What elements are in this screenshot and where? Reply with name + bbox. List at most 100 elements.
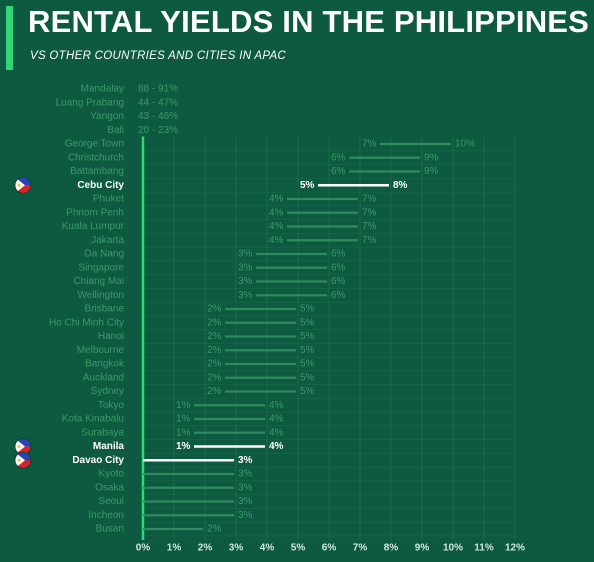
range-high-label: 9% xyxy=(424,152,439,163)
city-label: Seoul xyxy=(98,496,124,507)
range-high-label: 4% xyxy=(269,400,284,411)
range-high-label: 3% xyxy=(238,469,253,480)
city-label: Kota Kinabalu xyxy=(62,414,124,425)
city-label: Tokyo xyxy=(98,400,125,411)
off-scale-value-label: 20 - 23% xyxy=(138,125,178,136)
x-tick-label: 8% xyxy=(384,543,399,554)
range-high-label: 5% xyxy=(300,386,315,397)
range-low-label: 2% xyxy=(207,331,222,342)
philippines-flag-icon xyxy=(14,176,32,194)
range-low-label: 2% xyxy=(207,372,222,383)
range-low-label: 2% xyxy=(207,386,222,397)
page-title: RENTAL YIELDS IN THE PHILIPPINES xyxy=(28,4,590,39)
range-high-label: 2% xyxy=(207,524,222,535)
x-tick-label: 11% xyxy=(474,543,494,554)
range-high-label: 7% xyxy=(362,235,377,246)
city-label: Luang Prabang xyxy=(56,97,124,108)
range-low-label: 2% xyxy=(207,317,222,328)
page-subtitle: VS OTHER COUNTRIES AND CITIES IN APAC xyxy=(30,50,287,62)
city-label: Davao City xyxy=(72,455,124,466)
range-high-label: 5% xyxy=(300,304,315,315)
x-tick-label: 3% xyxy=(229,543,244,554)
x-tick-label: 7% xyxy=(353,543,368,554)
range-high-label: 3% xyxy=(238,482,253,493)
range-low-label: 4% xyxy=(269,194,284,205)
range-low-label: 3% xyxy=(238,262,253,273)
city-label: Kuala Lumpur xyxy=(62,221,125,232)
city-label: Wellington xyxy=(77,290,124,301)
x-tick-label: 0% xyxy=(136,543,151,554)
city-label: Battambang xyxy=(70,166,124,177)
range-low-label: 1% xyxy=(176,441,191,452)
range-low-label: 2% xyxy=(207,345,222,356)
x-tick-label: 9% xyxy=(415,543,430,554)
city-label: Osaka xyxy=(95,482,124,493)
x-tick-label: 2% xyxy=(198,543,213,554)
city-label: Sydney xyxy=(91,386,124,397)
range-high-label: 7% xyxy=(362,221,377,232)
city-label: Bangkok xyxy=(85,359,125,370)
city-label: Ho Chi Minh City xyxy=(49,317,124,328)
city-label: Phnom Penh xyxy=(66,207,124,218)
off-scale-value-label: 44 - 47% xyxy=(138,97,178,108)
range-high-label: 6% xyxy=(331,249,346,260)
city-label: Manila xyxy=(93,441,125,452)
range-high-label: 3% xyxy=(238,455,253,466)
city-label: Auckland xyxy=(83,372,124,383)
range-low-label: 3% xyxy=(238,249,253,260)
range-low-label: 3% xyxy=(238,290,253,301)
range-low-label: 4% xyxy=(269,221,284,232)
off-scale-value-label: 88 - 91% xyxy=(138,84,178,95)
x-tick-label: 5% xyxy=(291,543,306,554)
range-low-label: 5% xyxy=(300,180,315,191)
city-label: Phuket xyxy=(93,194,124,205)
range-low-label: 3% xyxy=(238,276,253,287)
city-label: Brisbane xyxy=(85,304,125,315)
range-high-label: 7% xyxy=(362,194,377,205)
city-label: Incheon xyxy=(88,510,124,521)
range-high-label: 6% xyxy=(331,290,346,301)
range-high-label: 6% xyxy=(331,262,346,273)
city-label: Chiang Mai xyxy=(73,276,124,287)
range-high-label: 10% xyxy=(455,139,475,150)
range-low-label: 7% xyxy=(362,139,377,150)
range-high-label: 3% xyxy=(238,496,253,507)
city-label: Kyoto xyxy=(98,469,124,480)
range-high-label: 4% xyxy=(269,441,284,452)
city-label: Hanoi xyxy=(98,331,124,342)
range-high-label: 5% xyxy=(300,317,315,328)
range-high-label: 3% xyxy=(238,510,253,521)
x-tick-label: 12% xyxy=(505,543,525,554)
range-low-label: 4% xyxy=(269,235,284,246)
x-tick-label: 1% xyxy=(167,543,182,554)
city-label: Melbourne xyxy=(77,345,125,356)
x-tick-label: 6% xyxy=(322,543,337,554)
city-label: Yangon xyxy=(90,111,124,122)
title-accent-bar xyxy=(6,6,13,70)
city-label: Busan xyxy=(96,524,124,535)
range-low-label: 2% xyxy=(207,304,222,315)
range-low-label: 1% xyxy=(176,427,191,438)
range-low-label: 1% xyxy=(176,414,191,425)
philippines-flag-icon xyxy=(14,451,32,469)
city-label: George Town xyxy=(65,139,124,150)
city-label: Singapore xyxy=(78,262,124,273)
city-label: Christchurch xyxy=(68,152,124,163)
range-high-label: 5% xyxy=(300,331,315,342)
range-high-label: 5% xyxy=(300,359,315,370)
off-scale-value-label: 43 - 46% xyxy=(138,111,178,122)
range-low-label: 4% xyxy=(269,207,284,218)
range-high-label: 6% xyxy=(331,276,346,287)
city-label: Bali xyxy=(107,125,124,136)
range-high-label: 7% xyxy=(362,207,377,218)
range-low-label: 6% xyxy=(331,166,346,177)
city-label: Jakarta xyxy=(91,235,124,246)
x-tick-label: 10% xyxy=(443,543,463,554)
range-high-label: 4% xyxy=(269,414,284,425)
range-low-label: 2% xyxy=(207,359,222,370)
range-low-label: 1% xyxy=(176,400,191,411)
city-label: Mandalay xyxy=(81,84,124,95)
range-high-label: 4% xyxy=(269,427,284,438)
city-label: Da Nang xyxy=(85,249,124,260)
